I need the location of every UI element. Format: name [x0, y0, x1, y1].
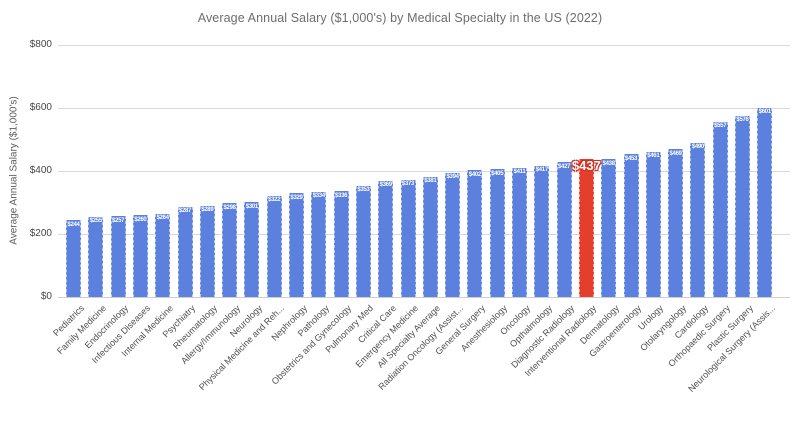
- bar-value-label: $601: [758, 109, 771, 116]
- bar[interactable]: $438: [601, 159, 617, 297]
- bar[interactable]: $322: [266, 195, 282, 297]
- bar[interactable]: $264: [155, 213, 171, 297]
- bar-value-label: $405: [491, 170, 504, 177]
- bar-value-label: $576: [736, 117, 749, 124]
- bar[interactable]: $373: [400, 179, 416, 297]
- bar[interactable]: $301: [244, 202, 260, 297]
- bar[interactable]: $601: [757, 107, 773, 297]
- bar-value-label: $394: [446, 174, 459, 181]
- bar[interactable]: $329: [289, 193, 304, 297]
- chart-title: Average Annual Salary ($1,000's) by Medi…: [197, 11, 603, 25]
- bar[interactable]: $336: [333, 191, 349, 297]
- bar[interactable]: $469: [668, 149, 684, 297]
- bar-value-label: $369: [379, 182, 392, 189]
- bar[interactable]: $298: [222, 203, 238, 297]
- gridline: [58, 170, 790, 172]
- bar[interactable]: $405: [489, 169, 505, 297]
- bar-value-label: $322: [268, 197, 281, 204]
- bar-value-label: $461: [647, 153, 660, 160]
- bar-value-label: $353: [357, 187, 370, 194]
- bar[interactable]: $289: [199, 205, 215, 297]
- bar-value-label: $469: [669, 150, 682, 157]
- bar[interactable]: $490: [690, 142, 706, 297]
- gridline: [58, 296, 790, 298]
- bar[interactable]: $244: [66, 220, 81, 297]
- bar-value-label: $244: [67, 221, 80, 228]
- bar[interactable]: $453: [623, 154, 639, 297]
- bar[interactable]: $255: [88, 216, 104, 297]
- bar-value-label: $557: [714, 123, 727, 130]
- bar-value-label: $255: [89, 218, 102, 225]
- bar-value-label: $289: [201, 207, 214, 214]
- bar-value-label: $334: [312, 193, 325, 200]
- y-tick-label: $0: [40, 291, 52, 302]
- bar-value-label: $298: [223, 204, 236, 211]
- bar[interactable]: $334: [311, 191, 327, 297]
- bar[interactable]: $576: [735, 115, 750, 297]
- y-tick-label: $600: [29, 102, 52, 113]
- bar[interactable]: $353: [355, 185, 371, 297]
- bar-value-label: $381: [424, 178, 437, 185]
- bar-value-label: $417: [535, 167, 548, 174]
- y-tick-label: $200: [29, 228, 52, 239]
- bar[interactable]: $461: [645, 151, 661, 297]
- bar[interactable]: $287: [177, 206, 193, 297]
- y-tick-label: $400: [29, 165, 52, 176]
- gridline: [58, 44, 790, 46]
- bar-value-label: $438: [602, 160, 615, 167]
- bar-value-label: $490: [691, 144, 704, 151]
- bar-value-label: $257: [112, 217, 125, 224]
- bar[interactable]: $381: [422, 176, 438, 297]
- bar-value-label: $373: [401, 181, 415, 187]
- bar-value-label: $260: [134, 216, 147, 223]
- bar[interactable]: $394: [445, 172, 461, 297]
- bar[interactable]: $257: [110, 216, 126, 297]
- bar[interactable]: $260: [132, 215, 148, 297]
- bar[interactable]: $411: [512, 167, 527, 297]
- bar-value-label: $402: [468, 171, 481, 178]
- gridline: [58, 107, 790, 109]
- highlight-value-label: $437: [571, 158, 601, 174]
- bar[interactable]: $557: [712, 121, 728, 297]
- bar-value-label: $453: [624, 155, 638, 162]
- bar[interactable]: $402: [467, 170, 483, 297]
- bar[interactable]: $417: [534, 165, 550, 297]
- bar[interactable]: $369: [378, 180, 394, 297]
- bar[interactable]: $427: [556, 162, 572, 297]
- bar-value-label: $287: [178, 208, 192, 215]
- y-tick-label: $800: [29, 39, 52, 50]
- bar-value-label: $329: [290, 194, 303, 201]
- bar-chart: Average Annual Salary ($1,000's) by Medi…: [8, 11, 790, 394]
- bar-value-label: $336: [335, 192, 348, 199]
- bar-value-label: $427: [558, 163, 571, 170]
- bar-value-label: $264: [156, 215, 169, 222]
- bar-value-label: $411: [513, 169, 526, 176]
- bar-value-label: $301: [245, 203, 258, 210]
- highlighted-bar[interactable]: [578, 159, 594, 297]
